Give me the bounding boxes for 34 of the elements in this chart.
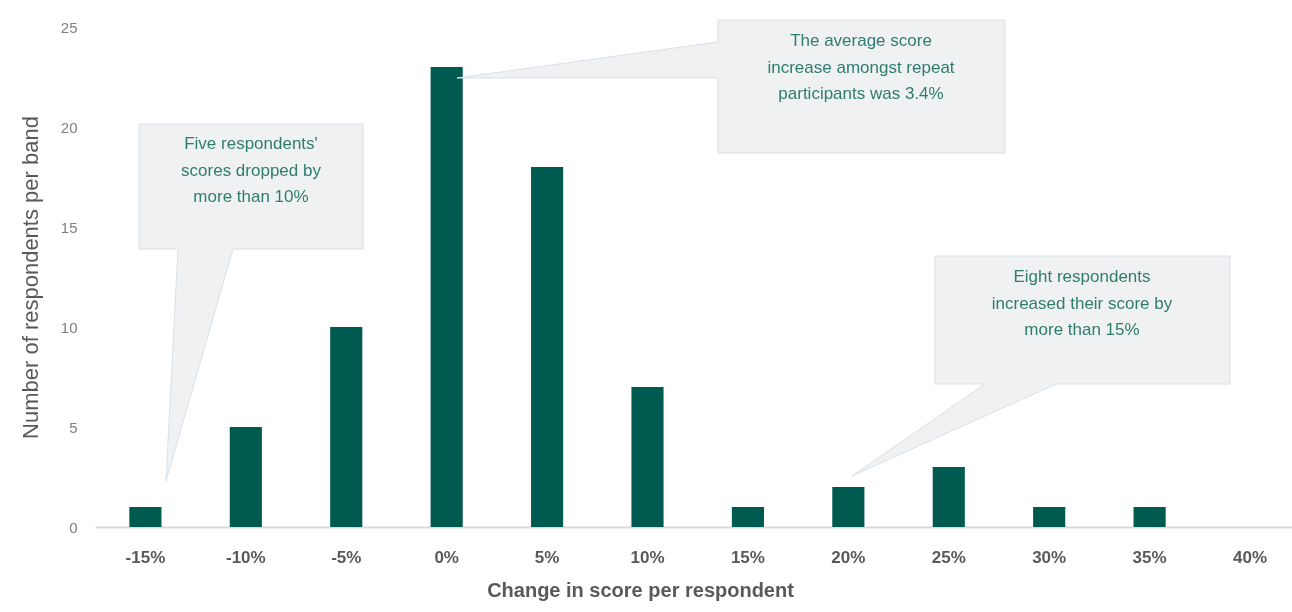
x-tick-label: 40% bbox=[1233, 547, 1268, 567]
x-tick-label: 5% bbox=[534, 547, 560, 567]
x-tick-label: -10% bbox=[225, 547, 266, 567]
y-axis-title: Number of respondents per band bbox=[17, 116, 43, 439]
bar bbox=[832, 487, 865, 527]
x-tick-label: -15% bbox=[125, 547, 166, 567]
x-tick-label: 10% bbox=[630, 547, 665, 567]
x-tick-label: 0% bbox=[434, 547, 459, 567]
y-tick-label: 10 bbox=[60, 318, 78, 336]
bar bbox=[731, 507, 764, 527]
x-axis-title: Change in score per respondent bbox=[487, 578, 795, 601]
bar bbox=[631, 387, 664, 527]
y-tick-label: 0 bbox=[69, 518, 78, 536]
x-tick-label: 25% bbox=[931, 547, 966, 567]
bar bbox=[932, 467, 965, 527]
annotation: Five respondents' scores dropped by more than 10% bbox=[181, 134, 322, 206]
y-tick-label: 5 bbox=[69, 418, 78, 436]
bar bbox=[430, 67, 463, 527]
bar bbox=[330, 327, 363, 527]
x-tick-label: 15% bbox=[730, 547, 765, 567]
x-tick-label: 35% bbox=[1132, 547, 1167, 567]
y-tick-label: 25 bbox=[60, 18, 78, 36]
bar bbox=[1033, 507, 1066, 527]
x-tick-label: 30% bbox=[1032, 547, 1067, 567]
bar bbox=[129, 507, 162, 527]
annotation: The average score increase amongst repeat participants was 3.4% bbox=[767, 31, 955, 103]
annotation: Eight respondents increased their score by more than 15% bbox=[991, 267, 1173, 339]
bar bbox=[229, 427, 262, 527]
y-tick-label: 15 bbox=[60, 218, 78, 236]
bar bbox=[531, 167, 564, 527]
y-tick-label: 20 bbox=[60, 118, 78, 136]
x-tick-label: 20% bbox=[831, 547, 866, 567]
bar bbox=[1133, 507, 1166, 527]
x-tick-label: -5% bbox=[331, 547, 362, 567]
